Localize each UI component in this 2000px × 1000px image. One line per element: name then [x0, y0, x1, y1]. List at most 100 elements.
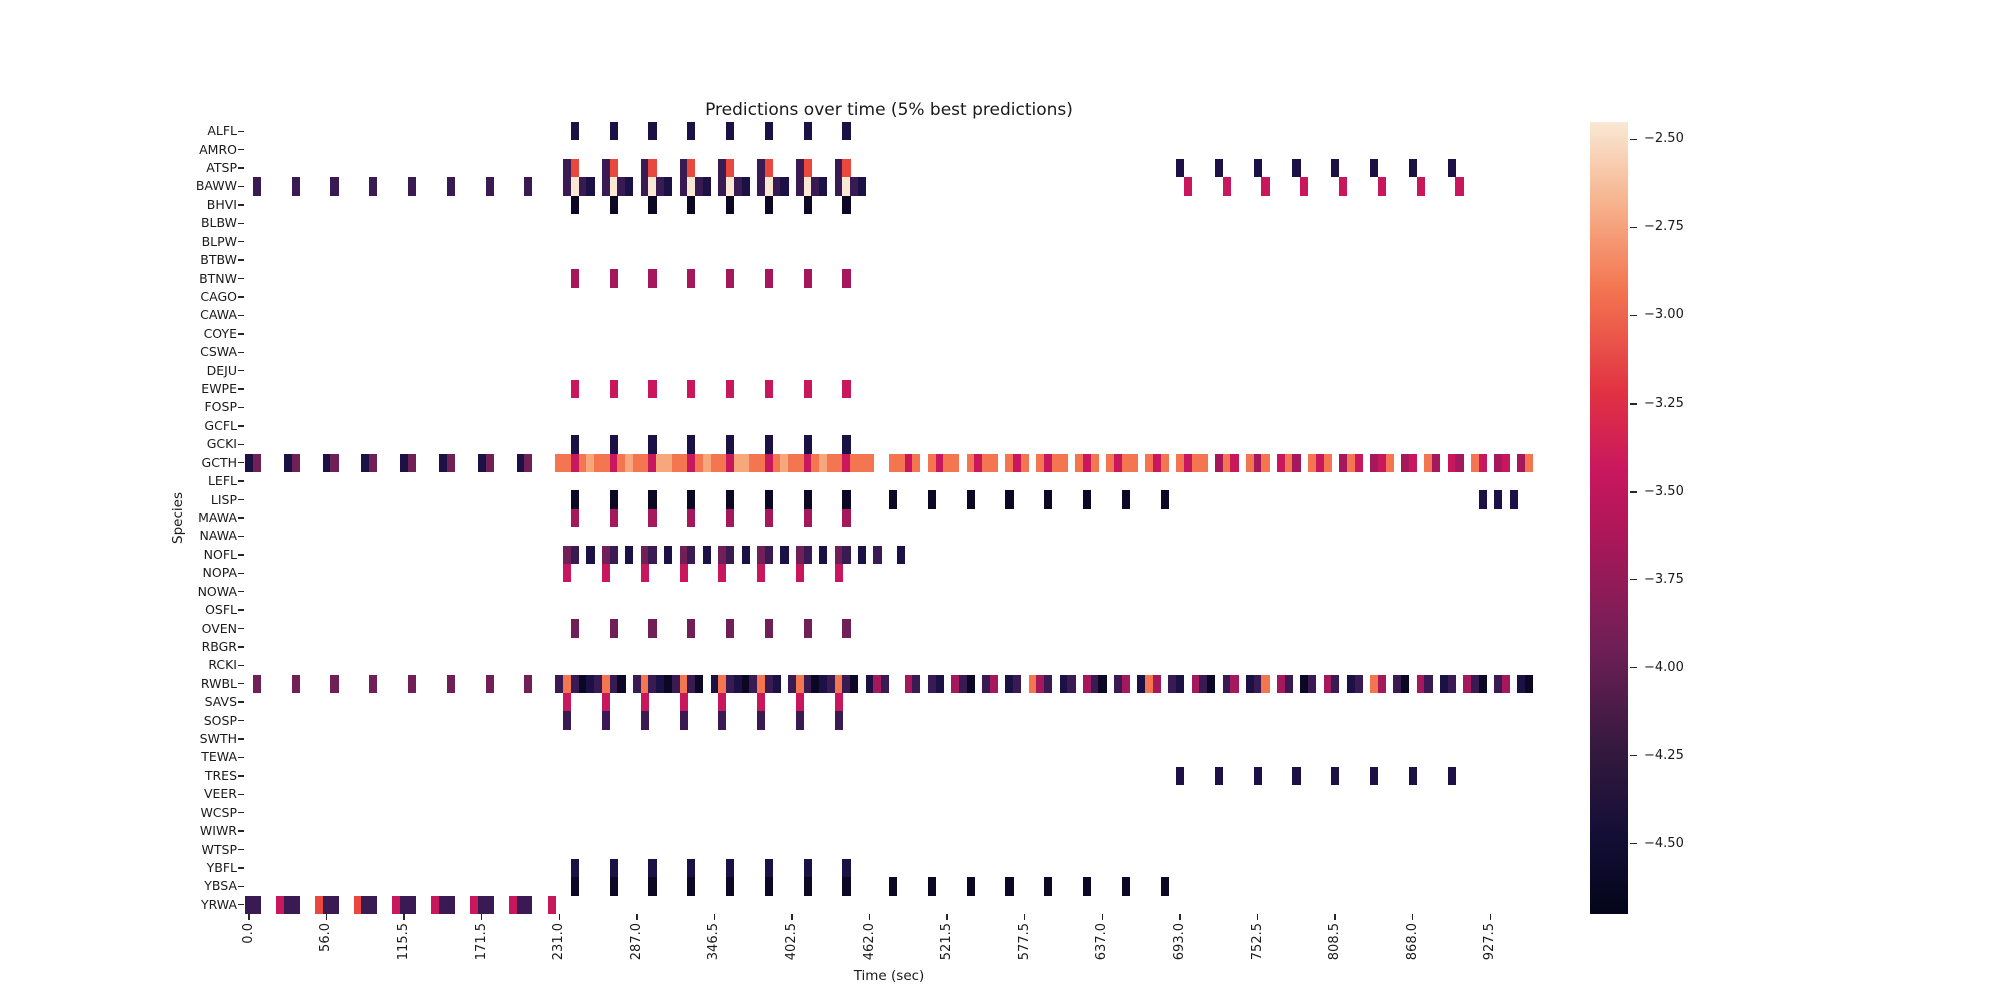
heatmap-cell	[648, 177, 657, 196]
x-tick-label: 752.5	[1249, 923, 1265, 961]
heatmap-cell	[1013, 453, 1022, 472]
heatmap-cell	[951, 453, 960, 472]
heatmap-cell	[252, 177, 261, 196]
heatmap-cell	[795, 692, 805, 712]
heatmap-cell	[850, 453, 859, 472]
heatmap-cell	[586, 453, 595, 472]
heatmap-cell	[974, 453, 983, 472]
heatmap-cell	[314, 895, 323, 914]
heatmap-cell	[1470, 674, 1480, 693]
colorbar-tick-label: −3.75	[1644, 571, 1684, 587]
y-tick-label: ALFL	[207, 123, 237, 139]
heatmap-cell	[764, 508, 774, 528]
x-tick-mark	[868, 914, 871, 920]
heatmap-cell	[1028, 674, 1037, 693]
heatmap-cell	[570, 508, 580, 528]
heatmap-cell	[578, 177, 587, 196]
heatmap-cell	[850, 674, 859, 693]
x-tick-label: 56.0	[318, 923, 334, 952]
heatmap-cell	[764, 269, 774, 288]
y-tick-label: WIWR	[199, 823, 237, 839]
y-tick-mark	[238, 775, 244, 777]
heatmap-cell	[811, 453, 820, 472]
heatmap-cell	[609, 177, 618, 196]
heatmap-cell	[1044, 877, 1053, 896]
heatmap-cell	[795, 674, 805, 693]
heatmap-cell	[718, 545, 727, 565]
heatmap-cell	[353, 895, 362, 914]
heatmap-cell	[563, 158, 572, 178]
y-tick-label: AMRO	[199, 141, 237, 157]
heatmap-cell	[477, 895, 486, 914]
heatmap-cell	[966, 490, 975, 509]
heatmap-cell	[764, 877, 774, 896]
heatmap-cell	[252, 674, 261, 693]
heatmap-cell	[1494, 453, 1503, 472]
heatmap-cell	[570, 177, 580, 196]
x-tick-mark	[713, 914, 716, 920]
heatmap-cell	[1494, 674, 1503, 693]
heatmap-cell	[842, 177, 851, 196]
heatmap-cell	[648, 453, 657, 472]
heatmap-cell	[695, 674, 704, 693]
x-tick-label: 287.0	[628, 923, 644, 961]
heatmap-cell	[1214, 766, 1224, 786]
heatmap-cell	[687, 508, 696, 528]
heatmap-cell	[1183, 177, 1192, 196]
y-tick-mark	[238, 462, 244, 464]
heatmap-cell	[726, 435, 735, 454]
heatmap-cell	[322, 453, 331, 472]
heatmap-cell	[726, 453, 735, 472]
heatmap-cell	[400, 895, 409, 914]
heatmap-cell	[1176, 158, 1185, 178]
heatmap-cell	[1121, 453, 1130, 472]
heatmap-cell	[834, 453, 843, 472]
heatmap-cell	[764, 545, 774, 565]
heatmap-cell	[834, 692, 843, 712]
heatmap-cell	[989, 453, 999, 472]
chart-title: Predictions over time (5% best predictio…	[705, 100, 1073, 120]
heatmap-cell	[1245, 453, 1255, 472]
heatmap-cell	[733, 177, 742, 196]
colorbar-tick-label: −3.00	[1644, 307, 1684, 323]
heatmap-cell	[803, 435, 812, 454]
x-tick-mark	[1024, 914, 1026, 920]
y-tick-label: SWTH	[199, 731, 237, 747]
y-tick-label: BHVI	[206, 196, 237, 212]
heatmap-cell	[1176, 674, 1185, 693]
heatmap-cell	[687, 122, 696, 141]
heatmap-cell	[912, 453, 921, 472]
heatmap-cell	[1230, 453, 1239, 472]
y-tick-label: VEER	[203, 786, 237, 802]
colorbar-tick-mark	[1630, 491, 1637, 493]
x-tick-label: 171.5	[473, 923, 489, 961]
heatmap-cell	[982, 453, 991, 472]
heatmap-cell	[1082, 490, 1092, 509]
heatmap-cell	[1416, 674, 1425, 693]
heatmap-cell	[1152, 453, 1161, 472]
colorbar-tick-mark	[1630, 138, 1637, 141]
heatmap-cell	[1036, 674, 1045, 693]
heatmap-cell	[1447, 674, 1456, 693]
y-tick-label: OSFL	[205, 602, 237, 618]
y-tick-mark	[238, 664, 244, 667]
heatmap-cell	[609, 619, 618, 638]
heatmap-plot-area	[245, 122, 1534, 914]
heatmap-cell	[1253, 158, 1262, 178]
y-tick-mark	[238, 130, 244, 132]
heatmap-cell	[857, 453, 867, 472]
heatmap-cell	[1370, 766, 1379, 786]
y-tick-mark	[238, 590, 244, 593]
heatmap-cell	[1455, 453, 1464, 472]
heatmap-cell	[912, 674, 921, 693]
heatmap-cell	[966, 674, 975, 693]
heatmap-cell	[1191, 674, 1200, 693]
x-tick-mark	[558, 914, 560, 920]
heatmap-cell	[733, 453, 742, 472]
y-tick-label: CSWA	[200, 344, 237, 360]
heatmap-cell	[322, 895, 331, 914]
heatmap-cell	[361, 453, 370, 472]
heatmap-cell	[555, 674, 564, 693]
heatmap-cell	[1245, 674, 1255, 693]
y-tick-label: EWPE	[201, 381, 237, 397]
